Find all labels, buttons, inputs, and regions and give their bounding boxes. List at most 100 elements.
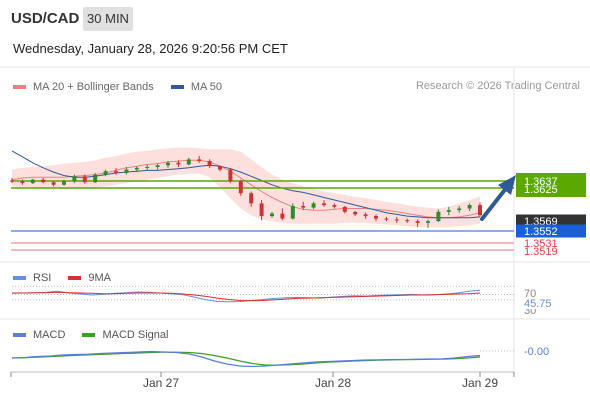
candle-body: [218, 166, 222, 170]
candle-body: [446, 210, 451, 212]
candle-body: [176, 162, 181, 165]
candle-body: [332, 205, 337, 207]
candle-body: [166, 162, 170, 166]
candle-body: [353, 211, 358, 215]
x-tick-label: Jan 28: [315, 376, 351, 390]
legend-rsi-ma-label: 9MA: [88, 272, 112, 284]
rsi-label-current: 45.75: [524, 298, 552, 310]
ma50-line: [11, 150, 481, 219]
current-price-label-box: [516, 214, 586, 228]
legend-ma20-label: MA 20 + Bollinger Bands: [33, 81, 154, 93]
candle-body: [394, 219, 399, 221]
macd-label: -0.00: [524, 346, 549, 358]
support-label-upper: 1.3531: [524, 238, 558, 250]
forecast-arrow-head: [498, 175, 516, 195]
resistance-label-lower: 1.3625: [524, 184, 558, 196]
candlesticks: [10, 156, 482, 228]
candle-body: [30, 179, 35, 184]
candle-body: [93, 174, 98, 183]
candle-body: [186, 159, 191, 165]
main-legend: MA 20 + Bollinger Bands MA 50: [13, 80, 236, 93]
symbol-title: USD/CAD: [11, 10, 80, 27]
research-credit: Research © 2026 Trading Central: [415, 80, 580, 92]
rsi-legend: RSI 9MA: [13, 271, 125, 284]
rsi-ma-line: [12, 291, 481, 302]
candle-body: [363, 214, 368, 217]
resistance-label-box: [516, 173, 586, 197]
candle-body: [62, 181, 66, 185]
candle-body: [72, 176, 77, 182]
ma50-swatch-icon: [170, 85, 184, 89]
macd-swatch-icon: [13, 333, 26, 337]
candle-body: [134, 167, 139, 170]
candle-body: [41, 179, 46, 183]
candle-body: [290, 205, 295, 219]
time-axis: Jan 27 Jan 28 Jan 29: [10, 372, 515, 390]
rsi-ma-swatch-icon: [68, 276, 82, 280]
legend-rsi-label: RSI: [33, 272, 52, 284]
candle-body: [311, 203, 316, 208]
candle-body: [384, 218, 389, 220]
candle-body: [238, 181, 243, 194]
legend-macd-label: MACD: [33, 329, 66, 341]
forecast-arrow: [480, 175, 516, 221]
legend-ma20: MA 20 + Bollinger Bands: [13, 81, 154, 93]
x-tick-label: Jan 27: [143, 376, 179, 390]
price-levels: [11, 180, 514, 251]
legend-macd-signal: MACD Signal: [82, 329, 168, 341]
legend-macd-signal-label: MACD Signal: [102, 329, 169, 341]
candle-body: [114, 171, 118, 173]
candle-body: [301, 205, 306, 208]
candle-body: [249, 193, 254, 204]
candle-body: [207, 161, 212, 167]
candle-body: [415, 221, 420, 223]
legend-rsi-ma: 9MA: [68, 272, 111, 284]
macd-signal-swatch-icon: [82, 333, 96, 337]
chart-datetime: Wednesday, January 28, 2026 9:20:56 PM C…: [13, 41, 288, 56]
candle-body: [467, 205, 472, 209]
candle-body: [322, 203, 326, 206]
support-label-lower: 1.3519: [524, 246, 558, 258]
candle-body: [155, 165, 160, 167]
candle-body: [405, 220, 410, 222]
macd-legend: MACD MACD Signal: [13, 328, 182, 341]
candle-body: [145, 167, 150, 168]
candle-body: [270, 213, 274, 217]
candle-body: [342, 206, 347, 212]
macd-panel: -0.00: [11, 346, 549, 368]
legend-macd: MACD: [13, 329, 65, 341]
candle-body: [82, 176, 87, 183]
legend-ma50-label: MA 50: [190, 81, 223, 93]
rsi-current-label-box: [518, 298, 558, 309]
timeframe-button[interactable]: 30 MIN: [83, 7, 133, 31]
pivot-label: 1.3552: [524, 226, 558, 238]
candle-body: [426, 221, 430, 223]
candle-body: [280, 213, 285, 219]
candle-body: [103, 171, 108, 175]
legend-rsi: RSI: [13, 272, 51, 284]
candle-body: [20, 181, 25, 184]
pivot-label-box: [516, 224, 586, 238]
rsi-swatch-icon: [13, 276, 26, 280]
candle-body: [478, 205, 482, 216]
candle-body: [436, 211, 441, 222]
ma20-swatch-icon: [13, 85, 26, 89]
candle-body: [457, 208, 462, 211]
resistance-label-upper: 1.3637: [524, 176, 558, 188]
candle-body: [259, 203, 264, 217]
forecast-arrow-shaft: [480, 185, 509, 221]
x-tick-label: Jan 29: [462, 376, 498, 390]
legend-ma50: MA 50: [170, 81, 223, 93]
candle-body: [124, 169, 129, 173]
candle-body: [374, 216, 378, 219]
macd-line: [11, 350, 481, 368]
rsi-label-70: 70: [524, 288, 536, 300]
candle-body: [51, 182, 56, 185]
candle-body: [10, 180, 14, 182]
candle-body: [197, 159, 202, 162]
candle-body: [228, 169, 233, 182]
chart-header: USD/CAD 30 MIN: [0, 0, 590, 38]
